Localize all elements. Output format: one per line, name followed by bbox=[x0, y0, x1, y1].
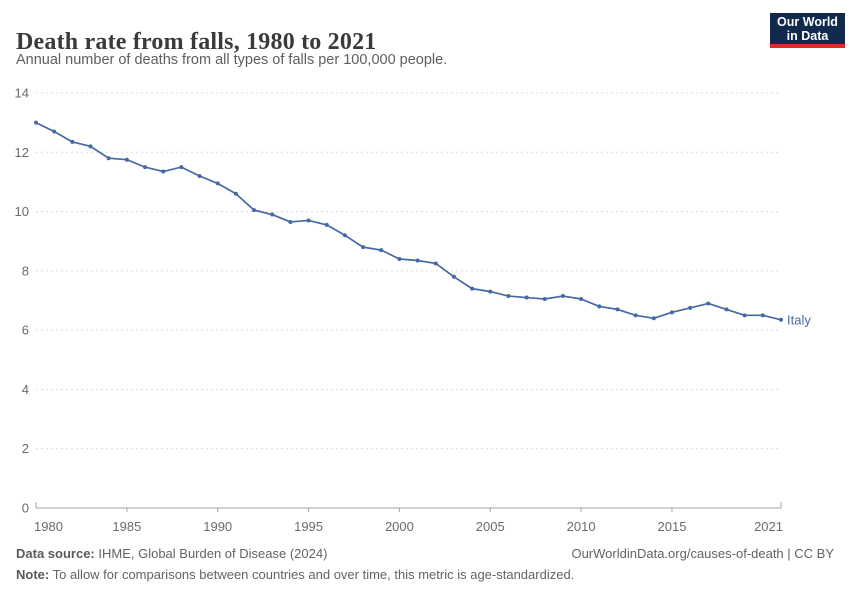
x-axis-tick-label: 1990 bbox=[203, 519, 232, 534]
x-axis-tick-label: 1985 bbox=[112, 519, 141, 534]
chart-canvas: 0 2 4 6 8 10 12 14 1980 1985 1990 1995 2000 2005 2010 2… bbox=[15, 86, 812, 535]
data-point[interactable] bbox=[397, 257, 402, 261]
x-axis-tick-label: 2021 bbox=[754, 519, 783, 534]
data-point[interactable] bbox=[688, 305, 693, 310]
data-point[interactable] bbox=[597, 304, 602, 309]
x-axis-tick-label: 2015 bbox=[658, 519, 687, 534]
data-point[interactable] bbox=[760, 313, 765, 318]
data-point[interactable] bbox=[342, 233, 347, 238]
data-point[interactable] bbox=[615, 307, 620, 312]
data-point[interactable] bbox=[215, 181, 220, 186]
data-point[interactable] bbox=[651, 316, 656, 321]
data-point[interactable] bbox=[124, 157, 129, 162]
owid-logo[interactable]: Our World in Data bbox=[770, 13, 845, 48]
data-point[interactable] bbox=[324, 222, 329, 227]
data-point[interactable] bbox=[415, 258, 420, 263]
data-point[interactable] bbox=[488, 289, 493, 294]
series-italy[interactable]: Italy bbox=[34, 120, 811, 328]
data-point[interactable] bbox=[143, 165, 148, 170]
data-point[interactable] bbox=[306, 218, 311, 223]
page-title: Death rate from falls, 1980 to 2021 bbox=[16, 29, 377, 56]
y-axis-tick-label: 14 bbox=[15, 86, 29, 101]
owid-logo-line1: Our World bbox=[777, 14, 838, 29]
footer-note-row: Note: To allow for comparisons between c… bbox=[16, 567, 834, 582]
data-point[interactable] bbox=[88, 144, 93, 149]
data-point[interactable] bbox=[542, 297, 547, 302]
footer-source-row: Data source: IHME, Global Burden of Dise… bbox=[16, 546, 834, 561]
data-point[interactable] bbox=[288, 219, 293, 224]
data-point[interactable] bbox=[34, 120, 38, 125]
x-axis-tick-label: 2000 bbox=[385, 519, 414, 534]
data-point[interactable] bbox=[179, 165, 184, 170]
note-label: Note: bbox=[16, 567, 50, 582]
owid-logo-line2: in Data bbox=[786, 28, 829, 43]
data-point[interactable] bbox=[433, 261, 438, 266]
chart-subtitle: Annual number of deaths from all types o… bbox=[16, 52, 448, 68]
x-axis-tick-label: 2010 bbox=[567, 519, 596, 534]
data-point[interactable] bbox=[724, 307, 729, 312]
data-point[interactable] bbox=[669, 310, 674, 315]
data-point[interactable] bbox=[560, 294, 565, 299]
data-point[interactable] bbox=[742, 313, 747, 318]
data-point[interactable] bbox=[506, 294, 511, 299]
data-point[interactable] bbox=[106, 156, 111, 161]
y-axis-tick-label: 2 bbox=[22, 441, 29, 456]
data-point[interactable] bbox=[197, 174, 202, 178]
data-point[interactable] bbox=[633, 313, 638, 318]
y-axis-tick-label: 8 bbox=[22, 263, 29, 278]
line-chart: 0 2 4 6 8 10 12 14 1980 1985 1990 1995 2000 2005 2010 2… bbox=[0, 80, 850, 540]
data-point[interactable] bbox=[470, 286, 475, 291]
x-axis-tick-label: 1995 bbox=[294, 519, 323, 534]
data-point[interactable] bbox=[70, 139, 75, 144]
data-point[interactable] bbox=[361, 245, 366, 250]
data-point[interactable] bbox=[161, 169, 166, 174]
x-axis-tick-label: 1980 bbox=[34, 519, 63, 534]
series-line[interactable] bbox=[35, 121, 782, 321]
x-axis-tick-label: 2005 bbox=[476, 519, 505, 534]
y-axis-tick-label: 6 bbox=[22, 323, 29, 338]
data-point[interactable] bbox=[524, 295, 529, 300]
y-axis-tick-label: 4 bbox=[22, 382, 29, 397]
data-point[interactable] bbox=[252, 208, 257, 213]
data-point[interactable] bbox=[270, 212, 275, 217]
data-source-text: Data source: IHME, Global Burden of Dise… bbox=[16, 546, 328, 561]
data-point[interactable] bbox=[233, 191, 238, 196]
data-source-label: Data source: bbox=[16, 546, 95, 561]
citation-link[interactable]: OurWorldinData.org/causes-of-death | CC … bbox=[571, 546, 834, 561]
y-axis-tick-label: 12 bbox=[15, 145, 29, 160]
note-text: To allow for comparisons between countri… bbox=[49, 567, 575, 582]
data-point[interactable] bbox=[379, 248, 384, 253]
data-point[interactable] bbox=[451, 274, 456, 279]
series-label[interactable]: Italy bbox=[787, 312, 811, 327]
data-point[interactable] bbox=[52, 129, 57, 134]
data-point[interactable] bbox=[779, 317, 783, 322]
data-point[interactable] bbox=[579, 297, 584, 302]
data-point[interactable] bbox=[706, 301, 711, 306]
y-axis-tick-label: 10 bbox=[15, 204, 29, 219]
y-axis-tick-label: 0 bbox=[22, 501, 29, 516]
